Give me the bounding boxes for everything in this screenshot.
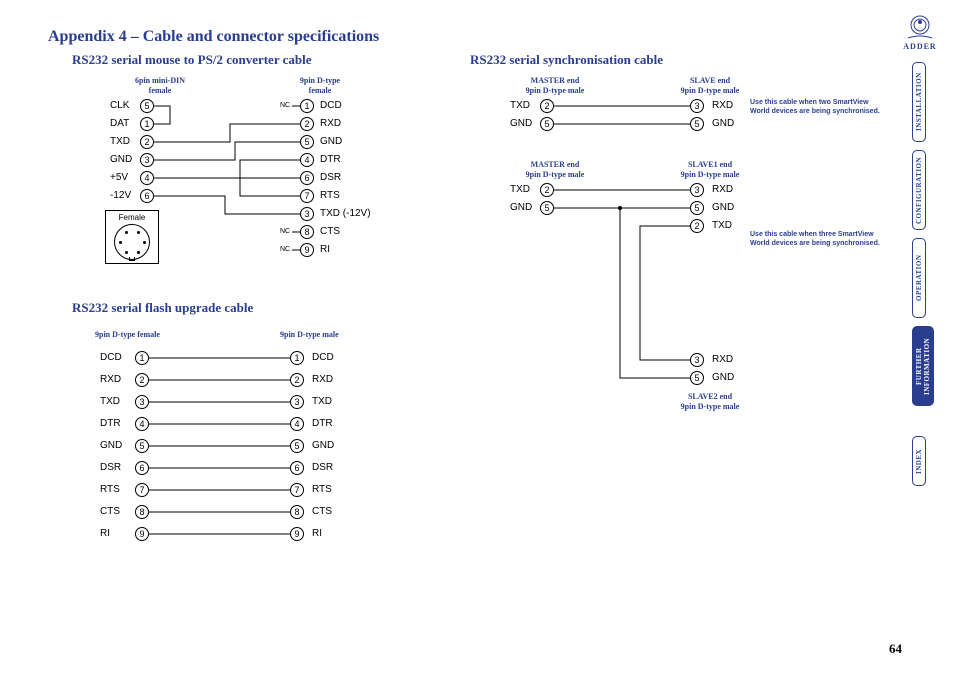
sync3-master-header: MASTER end9pin D-type male (510, 160, 600, 179)
section-mouse-ps2-title: RS232 serial mouse to PS/2 converter cab… (72, 52, 312, 68)
brand-text: ADDER (903, 42, 936, 51)
sync2-slave-header: SLAVE end9pin D-type male (665, 76, 755, 95)
mouse-right-header: 9pin D-typefemale (285, 76, 355, 95)
nav-operation[interactable]: OPERATION (912, 238, 926, 318)
female-connector-diagram: Female (105, 210, 159, 264)
sidebar-nav: INSTALLATION CONFIGURATION OPERATION FUR… (912, 62, 940, 494)
sync2-master-header: MASTER end9pin D-type male (510, 76, 600, 95)
sync3-note: Use this cable when three SmartView Worl… (750, 230, 880, 248)
brand-logo: ADDER (900, 14, 940, 51)
nav-further-information[interactable]: FURTHER INFORMATION (912, 326, 934, 406)
section-sync-title: RS232 serial synchronisation cable (470, 52, 663, 68)
section-flash-title: RS232 serial flash upgrade cable (72, 300, 253, 316)
nav-installation[interactable]: INSTALLATION (912, 62, 926, 142)
nav-index[interactable]: INDEX (912, 436, 926, 486)
page-number: 64 (889, 641, 902, 657)
flash-left-header: 9pin D-type female (95, 330, 195, 340)
sync3-slave1-header: SLAVE1 end9pin D-type male (665, 160, 755, 179)
nav-configuration[interactable]: CONFIGURATION (912, 150, 926, 230)
mouse-left-header: 6pin mini-DINfemale (125, 76, 195, 95)
sync2-note: Use this cable when two SmartView World … (750, 98, 880, 116)
sync3-slave2-header: SLAVE2 end9pin D-type male (665, 392, 755, 411)
page-title: Appendix 4 – Cable and connector specifi… (48, 28, 379, 46)
flash-right-header: 9pin D-type male (280, 330, 380, 340)
